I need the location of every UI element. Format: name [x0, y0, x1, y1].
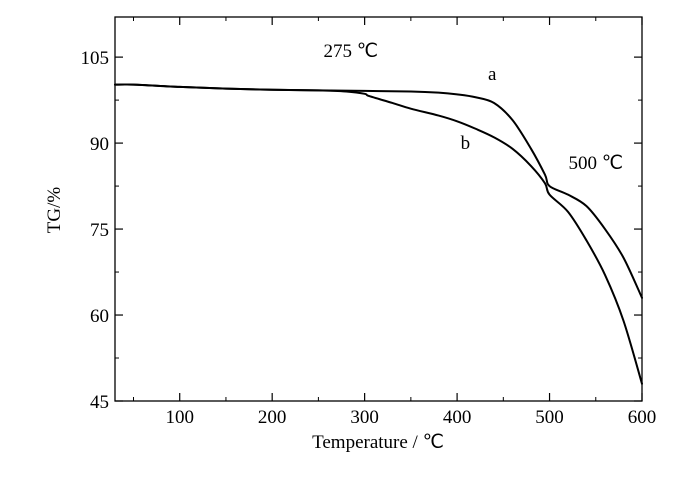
x-tick-label: 500	[535, 407, 564, 428]
annotation-2: b	[461, 133, 471, 154]
x-tick-label: 200	[258, 407, 287, 428]
y-tick-label: 90	[90, 134, 109, 155]
annotation-1: a	[488, 64, 497, 85]
series-line-b	[114, 83, 643, 385]
plot-area: 100 200 300 400 500 600 45 60 75 90 105 275 ℃ a b 500…	[81, 16, 657, 428]
x-tick-label: 300	[350, 407, 379, 428]
plot-frame	[114, 16, 643, 402]
x-tick-label: 600	[628, 407, 657, 428]
y-tick-label: 75	[90, 220, 109, 241]
y-tick-label: 105	[81, 48, 110, 69]
annotation-layer: 275 ℃ a b 500 ℃	[323, 41, 623, 174]
y-tick-label: 60	[90, 306, 109, 327]
x-tick-label: 400	[443, 407, 472, 428]
annotation-3: 500 ℃	[568, 153, 623, 174]
series-line-a	[114, 83, 643, 299]
series-layer	[114, 83, 643, 385]
y-tick-label: 45	[90, 392, 109, 413]
x-axis-label: Temperature / ℃	[312, 432, 444, 453]
x-tick-label: 100	[165, 407, 194, 428]
ticks-layer: 100 200 300 400 500 600 45 60 75 90 105	[81, 17, 657, 428]
y-axis-label: TG/%	[44, 187, 65, 234]
annotation-0: 275 ℃	[323, 41, 378, 62]
